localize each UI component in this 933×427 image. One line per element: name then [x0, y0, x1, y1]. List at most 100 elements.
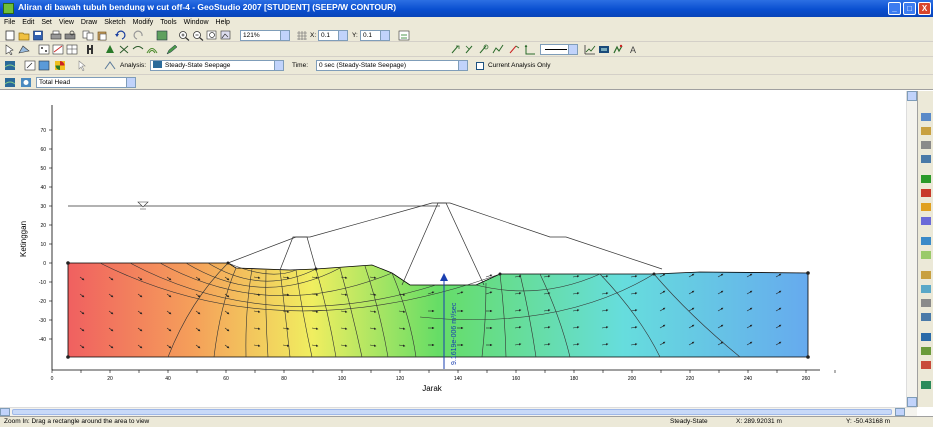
velocity-arrow: [253, 293, 261, 296]
labels-icon[interactable]: [921, 299, 931, 307]
view-icon[interactable]: [921, 333, 931, 341]
contours-icon[interactable]: [921, 251, 931, 259]
seepage-plot[interactable]: -40 -30 -20 -10 0 10 20 30 40 50 60 70 0 20 40 60 80 100…: [0, 91, 917, 407]
text-label-icon[interactable]: A: [628, 44, 640, 55]
open-folder-icon[interactable]: [18, 30, 30, 41]
maximize-button[interactable]: □: [903, 2, 916, 15]
scroll-right-icon[interactable]: [895, 408, 905, 416]
scroll-down-icon[interactable]: [907, 397, 917, 407]
contour-settings-icon[interactable]: [20, 77, 32, 88]
velocity-arrow: [398, 293, 406, 296]
contour-parameter-select[interactable]: Total Head: [36, 77, 136, 88]
undo-icon[interactable]: [114, 30, 126, 41]
graph-icon[interactable]: [584, 44, 596, 55]
draw-lines-icon[interactable]: [52, 44, 64, 55]
minimize-button[interactable]: _: [888, 2, 901, 15]
draw-region-icon[interactable]: [18, 44, 30, 55]
flux-section-icon[interactable]: [118, 44, 130, 55]
flow-paths-icon[interactable]: [921, 285, 931, 293]
redo-icon[interactable]: [133, 30, 145, 41]
y-tick-label: 30: [40, 204, 46, 210]
sketch-circle-icon[interactable]: [478, 44, 490, 55]
edit-drawing-icon[interactable]: [24, 60, 36, 71]
menu-draw[interactable]: Draw: [80, 19, 98, 26]
mesh-icon[interactable]: [921, 203, 931, 211]
sketch-text-icon[interactable]: [508, 44, 520, 55]
zoom-page-icon[interactable]: [206, 30, 218, 41]
menu-tools[interactable]: Tools: [160, 19, 177, 26]
define-icon[interactable]: [921, 113, 931, 121]
pie-chart-icon[interactable]: [54, 60, 66, 71]
sketch-polyline-icon[interactable]: [492, 44, 504, 55]
drawing-canvas[interactable]: -40 -30 -20 -10 0 10 20 30 40 50 60 70 0 20 40 60 80 100…: [0, 91, 917, 407]
menu-file[interactable]: File: [4, 19, 16, 26]
scroll-thumb[interactable]: [12, 409, 892, 415]
velocity-arrow: [369, 310, 377, 313]
view-results-icon[interactable]: [598, 44, 610, 55]
velocity-arrow: [659, 341, 666, 346]
export-icon[interactable]: [921, 381, 931, 389]
save-icon[interactable]: [32, 30, 44, 41]
sketch-icon[interactable]: [166, 44, 178, 55]
new-file-icon[interactable]: [4, 30, 16, 41]
boundary-conditions-icon[interactable]: [921, 175, 931, 183]
close-button[interactable]: X: [918, 2, 931, 15]
flow-path-icon[interactable]: [132, 44, 144, 55]
time-select[interactable]: 0 sec (Steady-State Seepage): [316, 60, 468, 71]
axes-icon[interactable]: [921, 313, 931, 321]
verify-icon[interactable]: [156, 30, 168, 41]
x-grid-input[interactable]: 0.1: [318, 30, 348, 41]
flux-sections-icon[interactable]: [921, 189, 931, 197]
menu-modify[interactable]: Modify: [132, 19, 154, 26]
animate-icon[interactable]: [612, 44, 624, 55]
paste-icon[interactable]: [96, 30, 108, 41]
print-preview-icon[interactable]: [64, 30, 76, 41]
copy-icon[interactable]: [82, 30, 94, 41]
menu-sketch[interactable]: Sketch: [104, 19, 126, 26]
menu-view[interactable]: View: [58, 19, 74, 26]
sketch-axes-icon[interactable]: [524, 44, 536, 55]
draw-materials-icon[interactable]: [84, 44, 96, 55]
scroll-left-icon[interactable]: [0, 408, 10, 416]
horizontal-scrollbar[interactable]: [0, 407, 917, 416]
y-grid-input[interactable]: 0.1: [360, 30, 390, 41]
sketch-arrow-icon[interactable]: [464, 44, 476, 55]
materials-icon[interactable]: [921, 127, 931, 135]
menu-edit[interactable]: Edit: [22, 19, 35, 26]
color-fill-icon[interactable]: [38, 60, 50, 71]
menu-window[interactable]: Window: [183, 19, 209, 26]
cursor-icon[interactable]: [76, 60, 88, 71]
line-style-select[interactable]: [540, 44, 578, 55]
properties-icon[interactable]: [921, 141, 931, 149]
pointer-icon[interactable]: [4, 44, 16, 55]
layers-icon[interactable]: [921, 347, 931, 355]
sketch-line-icon[interactable]: [450, 44, 462, 55]
zoom-select[interactable]: 121%: [240, 30, 290, 41]
analysis-select[interactable]: Steady-State Seepage: [150, 60, 284, 71]
print-icon[interactable]: [50, 30, 62, 41]
print-plot-icon[interactable]: [921, 361, 931, 369]
snap-grid-icon[interactable]: [398, 30, 410, 41]
vertical-scrollbar[interactable]: [906, 91, 917, 407]
zoom-out-icon[interactable]: [192, 30, 204, 41]
velocity-arrow: [195, 344, 201, 349]
boundary-icon[interactable]: [104, 44, 116, 55]
regions-icon[interactable]: [921, 155, 931, 163]
menu-set[interactable]: Set: [41, 19, 52, 26]
draw-points-icon[interactable]: [38, 44, 50, 55]
zoom-objects-icon[interactable]: [220, 30, 232, 41]
menu-help[interactable]: Help: [215, 19, 230, 26]
points-icon[interactable]: [921, 217, 931, 225]
results-icon[interactable]: [921, 237, 931, 245]
graph-results-icon[interactable]: [921, 271, 931, 279]
grid-icon[interactable]: [296, 30, 308, 41]
contour-legend-icon[interactable]: [4, 77, 16, 88]
current-analysis-only-checkbox[interactable]: [476, 62, 484, 70]
contour-icon[interactable]: [146, 44, 158, 55]
draw-mesh-icon[interactable]: [66, 44, 78, 55]
scroll-up-icon[interactable]: [907, 91, 917, 101]
velocity-arrow: [775, 290, 782, 295]
seepage-region[interactable]: [67, 262, 809, 358]
zoom-in-icon[interactable]: [178, 30, 190, 41]
draw-contours-icon[interactable]: [4, 60, 16, 71]
